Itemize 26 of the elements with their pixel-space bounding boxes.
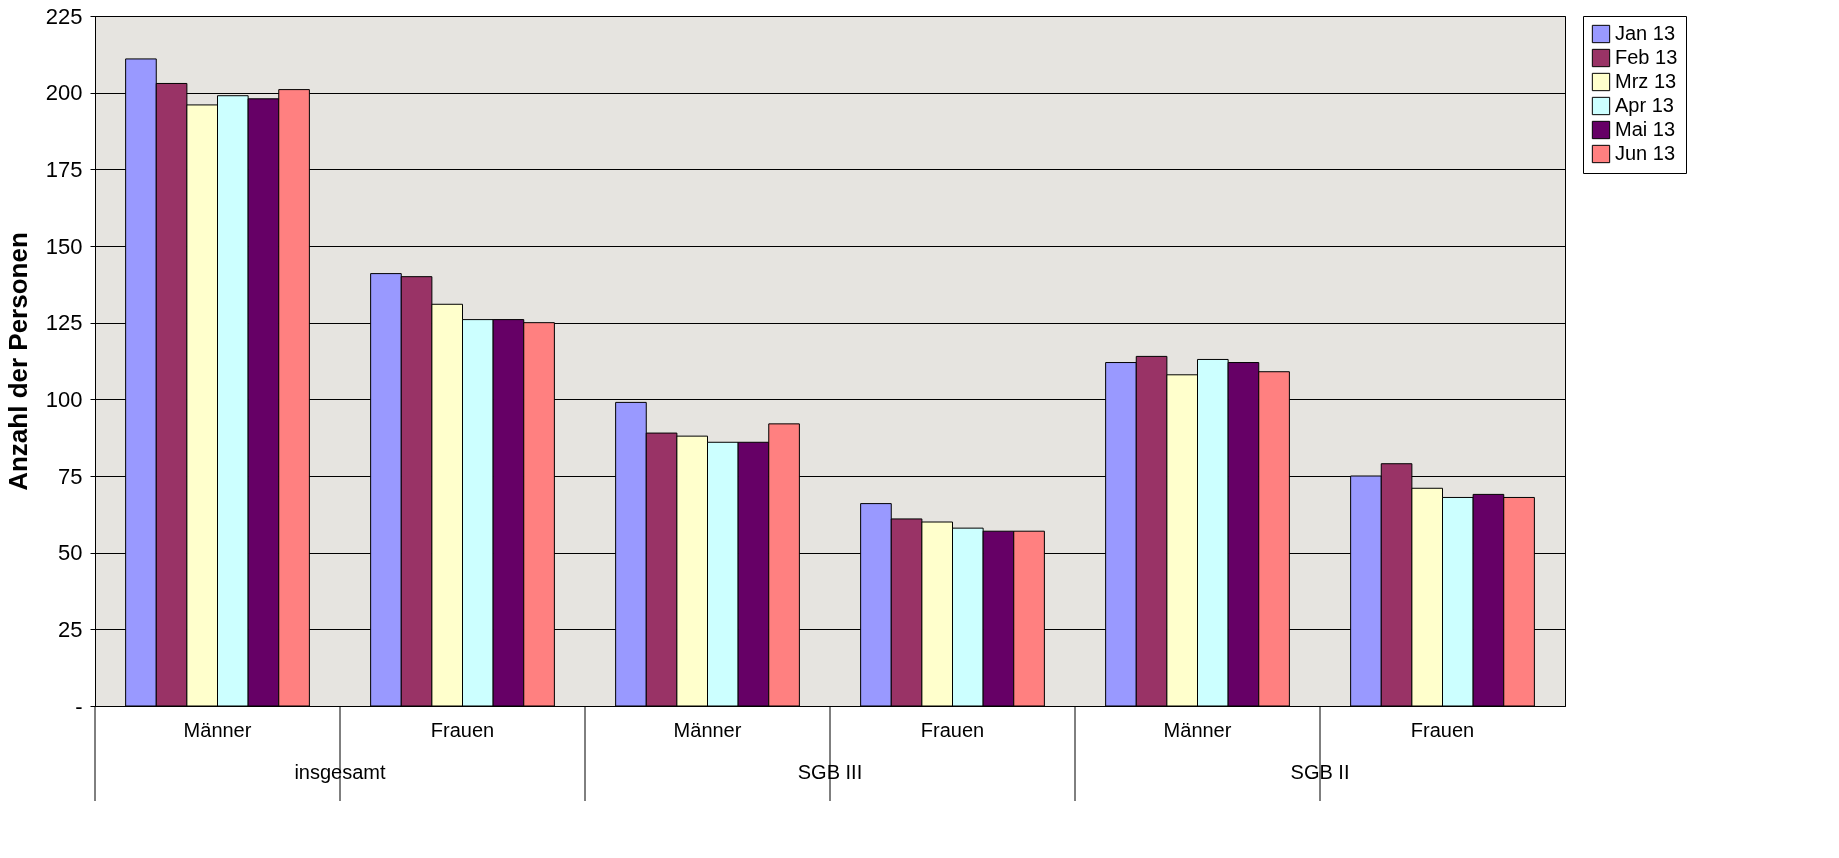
legend-label: Apr 13	[1615, 94, 1674, 116]
y-tick-label: 100	[45, 386, 83, 412]
y-axis-title: Anzahl der Personen	[2, 232, 33, 491]
y-tick-label: 75	[58, 463, 83, 489]
legend-label: Mai 13	[1615, 118, 1676, 140]
x-tick-label: Männer	[1163, 718, 1232, 741]
y-tick-label: 25	[58, 616, 83, 642]
text: SGB III	[797, 761, 863, 783]
x-tick-label: Frauen	[920, 718, 985, 741]
y-tick-label: 150	[45, 233, 83, 259]
legend-label: Feb 13	[1615, 46, 1678, 68]
x-tick-label: Frauen	[430, 718, 495, 741]
text: SGB II	[1290, 761, 1350, 783]
legend-label: Mrz 13	[1615, 70, 1677, 92]
y-tick-label: 125	[45, 310, 83, 336]
y-tick-label: -	[75, 693, 83, 719]
x-tick-label: Männer	[673, 718, 742, 741]
y-tick-label: 175	[45, 156, 83, 182]
x-tick-label: Männer	[183, 718, 252, 741]
y-tick-label: 200	[45, 80, 83, 106]
y-tick-label: 50	[58, 540, 83, 566]
legend-label: Jun 13	[1615, 142, 1676, 164]
legend-label: Jan 13	[1615, 22, 1676, 44]
x-tick-label: Frauen	[1410, 718, 1475, 741]
y-tick-label: 225	[45, 3, 83, 29]
text: insgesamt	[294, 761, 387, 783]
